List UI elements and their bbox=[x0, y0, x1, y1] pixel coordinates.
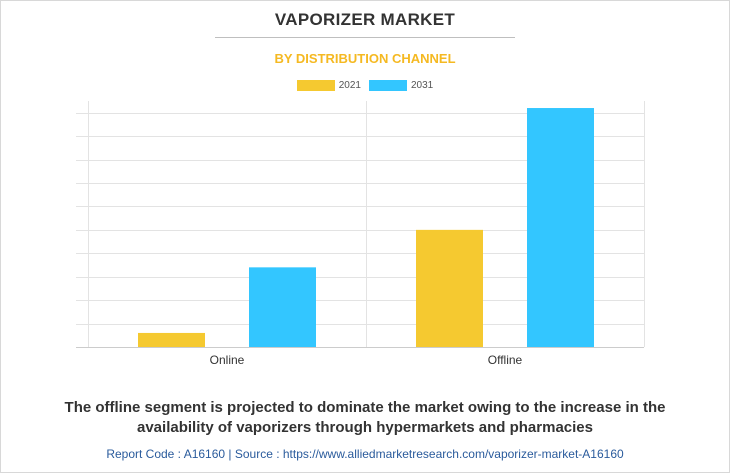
chart-subtitle: BY DISTRIBUTION CHANNEL bbox=[274, 51, 456, 66]
x-tick-label: Offline bbox=[488, 353, 523, 367]
legend-item-2021: 2021 bbox=[296, 80, 361, 91]
bar-2021-online bbox=[138, 332, 205, 347]
legend-swatch-2021 bbox=[296, 80, 335, 91]
title-divider bbox=[215, 37, 515, 38]
source-footer: Report Code : A16160 | Source : https://… bbox=[106, 447, 624, 461]
x-tick-label: Online bbox=[210, 353, 245, 367]
chart-title: VAPORIZER MARKET bbox=[274, 10, 456, 29]
legend-label-2021: 2021 bbox=[338, 80, 361, 91]
chart-caption: The offline segment is projected to domi… bbox=[64, 399, 666, 436]
bar-2031-offline bbox=[527, 108, 594, 348]
bar-2031-online bbox=[249, 267, 316, 347]
legend-label-2031: 2031 bbox=[411, 80, 434, 91]
chart-legend: 2021 2031 bbox=[0, 80, 730, 91]
bar-2021-offline bbox=[416, 229, 483, 347]
legend-item-2031: 2031 bbox=[369, 80, 433, 91]
legend-swatch-2031 bbox=[369, 80, 407, 91]
